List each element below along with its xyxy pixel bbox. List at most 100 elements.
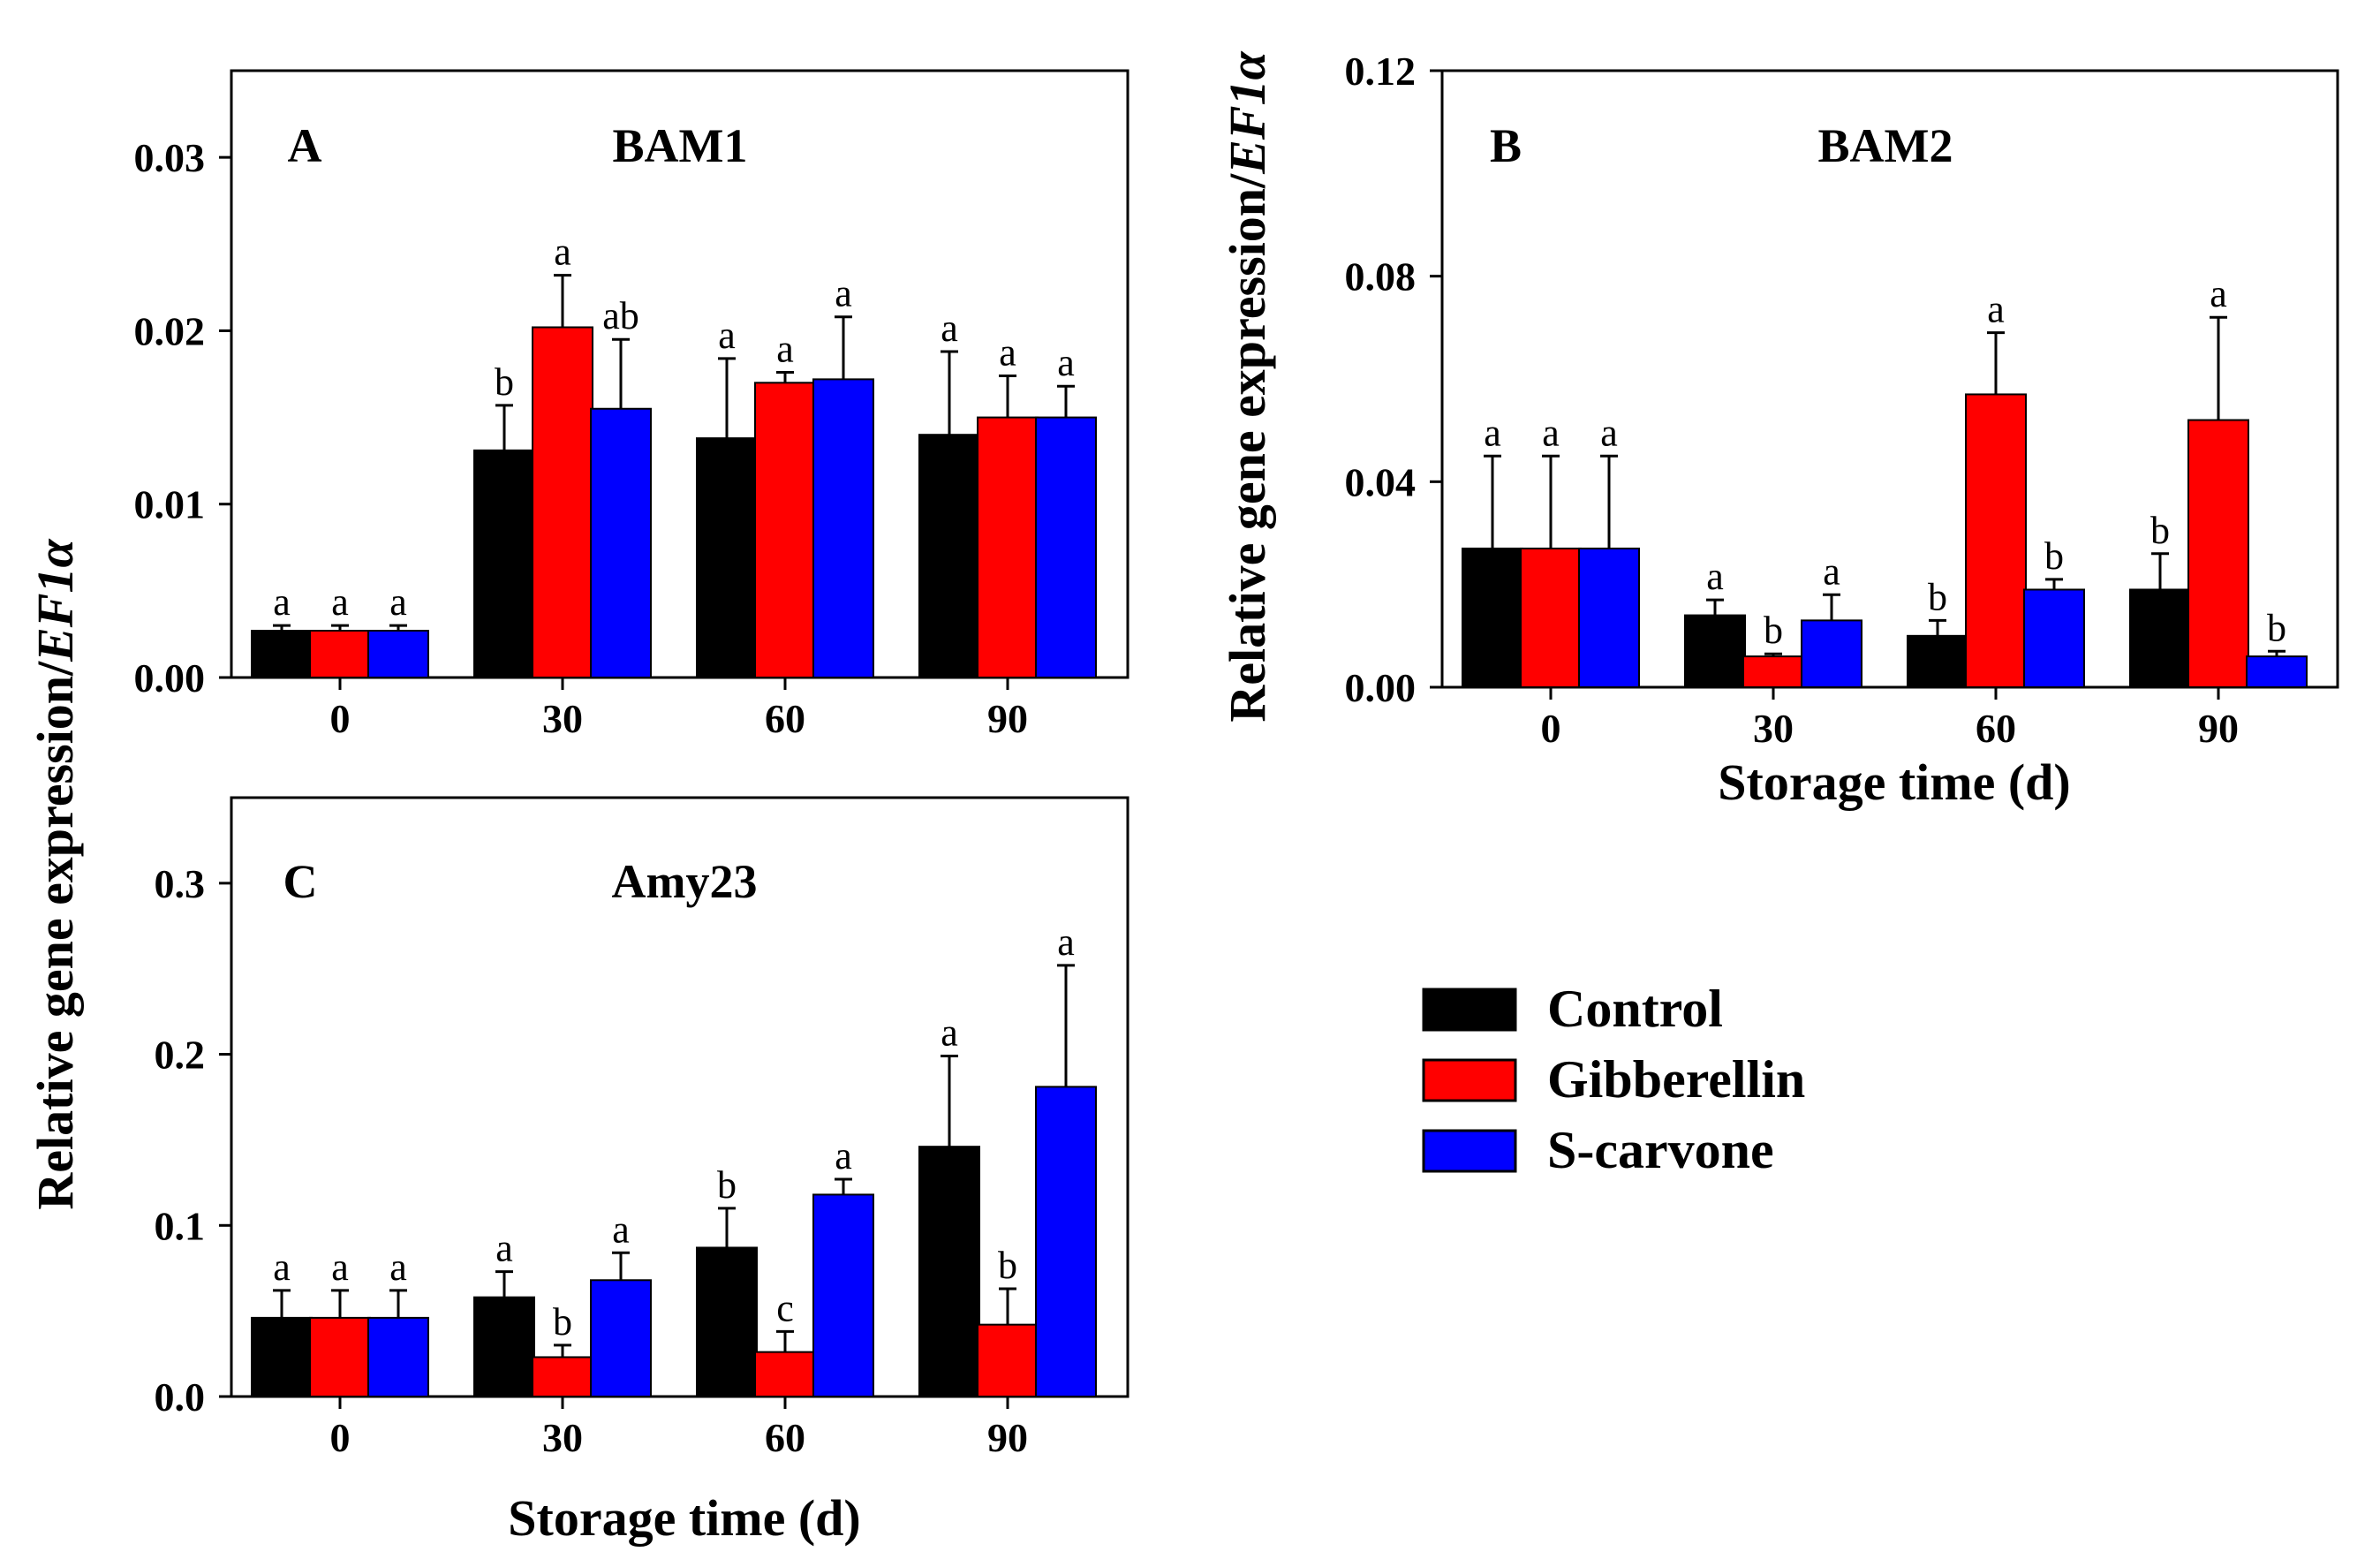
panel-c-significance-letter: a — [612, 1207, 630, 1251]
panel-c-y-tick-label: 0.1 — [155, 1203, 206, 1248]
panel-a-bar-gibberellin-90 — [977, 416, 1039, 678]
panel-a-y-tick-label: 0.00 — [134, 655, 206, 700]
panel-b-y-tick-label: 0.08 — [1345, 254, 1417, 299]
panel-a-y-tick-label: 0.01 — [134, 482, 206, 527]
panel-a-significance-letter: b — [495, 360, 514, 404]
y-axis-label-right: Relative gene expression/EF1α — [1219, 50, 1276, 722]
panel-c-x-tick-label: 60 — [765, 1415, 805, 1460]
panel-c-significance-letter: a — [495, 1227, 513, 1270]
panel-c-bar-control-30 — [473, 1296, 535, 1398]
panel-c-bar-control-90 — [918, 1146, 980, 1397]
panel-a-bar-s-carvone-30 — [590, 407, 652, 678]
panel-c-y-tick-label: 0.3 — [155, 861, 206, 906]
panel-c-significance-letter: a — [941, 1011, 958, 1055]
panel-a-bar-gibberellin-0 — [309, 630, 371, 679]
panel-a-bar-gibberellin-60 — [754, 382, 816, 678]
panel-a-x-tick-label: 0 — [330, 696, 351, 741]
legend-label-s-carvone: S-carvone — [1547, 1121, 1774, 1179]
panel-a-bar-control-30 — [473, 449, 535, 678]
panel-b-x-tick-label: 30 — [1753, 706, 1794, 751]
panel-a-significance-letter: a — [554, 231, 571, 274]
y-axis-label-left: Relative gene expression/EF1α — [26, 538, 84, 1209]
panel-b-y-tick-label: 0.12 — [1345, 49, 1417, 94]
panel-c-bar-gibberellin-30 — [532, 1356, 593, 1397]
panel-b-bar-control-0 — [1462, 547, 1523, 689]
panel-c-bar-s-carvone-30 — [590, 1279, 652, 1397]
panel-a-significance-letter: a — [835, 272, 852, 315]
panel-b-bar-control-60 — [1907, 634, 1968, 688]
panel-a-y-tick-label: 0.03 — [134, 135, 206, 180]
legend-swatch-gibberellin — [1422, 1058, 1517, 1102]
panel-b-significance-letter: b — [1764, 609, 1783, 652]
panel-a-significance-letter: a — [1057, 341, 1075, 384]
legend-swatch-s-carvone — [1422, 1129, 1517, 1173]
panel-c-bar-gibberellin-0 — [309, 1316, 371, 1398]
panel-a-title: BAM1 — [613, 119, 748, 172]
panel-a-bar-s-carvone-60 — [812, 378, 874, 678]
panel-b-bar-gibberellin-90 — [2187, 419, 2249, 688]
panel-b-x-tick-label: 0 — [1541, 706, 1561, 751]
panel-c-significance-letter: b — [998, 1244, 1017, 1287]
panel-a-bar-s-carvone-90 — [1035, 416, 1097, 678]
panel-a-significance-letter: a — [331, 580, 349, 624]
panel-b-significance-letter: a — [1600, 411, 1618, 454]
panel-c-x-tick-label: 0 — [330, 1415, 351, 1460]
panel-c-significance-letter: b — [553, 1300, 572, 1344]
x-axis-label-panel-b: Storage time (d) — [1718, 753, 2070, 811]
panel-a-bar-s-carvone-0 — [367, 630, 429, 679]
panel-a-y-tick-label: 0.02 — [134, 308, 206, 353]
panel-c-bar-control-60 — [696, 1246, 758, 1398]
panel-c-significance-letter: a — [835, 1134, 852, 1177]
panel-c-significance-letter: b — [717, 1163, 737, 1207]
panel-b-bar-s-carvone-0 — [1578, 547, 1640, 689]
panel-b-x-tick-label: 60 — [1976, 706, 2016, 751]
panel-c-x-tick-label: 90 — [987, 1415, 1028, 1460]
panel-b-bar-gibberellin-60 — [1965, 393, 2027, 688]
panel-b-significance-letter: b — [2267, 606, 2286, 649]
panel-c-bar-s-carvone-90 — [1035, 1086, 1097, 1398]
panel-c-bar-s-carvone-60 — [812, 1193, 874, 1397]
panel-c-bar-control-0 — [251, 1316, 313, 1398]
panel-a-x-tick-label: 30 — [542, 696, 583, 741]
panel-b-letter: B — [1490, 119, 1522, 172]
panel-b-bar-gibberellin-30 — [1742, 655, 1804, 688]
panel-b-bar-s-carvone-30 — [1801, 619, 1862, 689]
panel-b-bar-gibberellin-0 — [1520, 547, 1582, 689]
panel-c-significance-letter: a — [331, 1245, 349, 1289]
panel-a-letter: A — [288, 119, 322, 172]
panel-a-bar-control-90 — [918, 434, 980, 678]
panel-c-y-tick-label: 0.2 — [155, 1033, 206, 1078]
panel-b-significance-letter: a — [1706, 555, 1724, 598]
panel-b-significance-letter: a — [1484, 411, 1501, 454]
panel-a-x-tick-label: 60 — [765, 696, 805, 741]
panel-b-significance-letter: a — [1823, 549, 1840, 593]
legend-label-gibberellin: Gibberellin — [1547, 1050, 1805, 1109]
panel-b-significance-letter: a — [1542, 411, 1560, 454]
panel-c-significance-letter: a — [389, 1245, 407, 1289]
panel-b-significance-letter: a — [2210, 272, 2227, 315]
panel-c-x-tick-label: 30 — [542, 1415, 583, 1460]
legend-label-control: Control — [1547, 980, 1723, 1038]
panel-c-significance-letter: c — [776, 1286, 794, 1329]
panel-b-significance-letter: b — [2044, 534, 2064, 578]
panel-a-bar-control-60 — [696, 437, 758, 678]
panel-b-y-tick-label: 0.00 — [1345, 665, 1417, 710]
panel-a-bar-gibberellin-30 — [532, 326, 593, 678]
panel-b-significance-letter: a — [1987, 288, 2005, 331]
panel-a-significance-letter: a — [718, 314, 736, 357]
panel-b-bar-control-90 — [2129, 588, 2191, 689]
panel-a-significance-letter: a — [941, 307, 958, 350]
panel-b-y-tick-label: 0.04 — [1345, 459, 1417, 504]
panel-c-title: Amy23 — [612, 855, 758, 908]
panel-a-significance-letter: ab — [602, 294, 639, 337]
x-axis-label-panel-c: Storage time (d) — [508, 1489, 860, 1547]
panel-a-significance-letter: a — [389, 580, 407, 624]
panel-c-bar-gibberellin-90 — [977, 1323, 1039, 1398]
panel-b-x-tick-label: 90 — [2198, 706, 2239, 751]
panel-c-frame — [230, 796, 1130, 1398]
panel-b-bar-s-carvone-60 — [2023, 588, 2085, 689]
panel-c-y-tick-label: 0.0 — [155, 1374, 206, 1419]
